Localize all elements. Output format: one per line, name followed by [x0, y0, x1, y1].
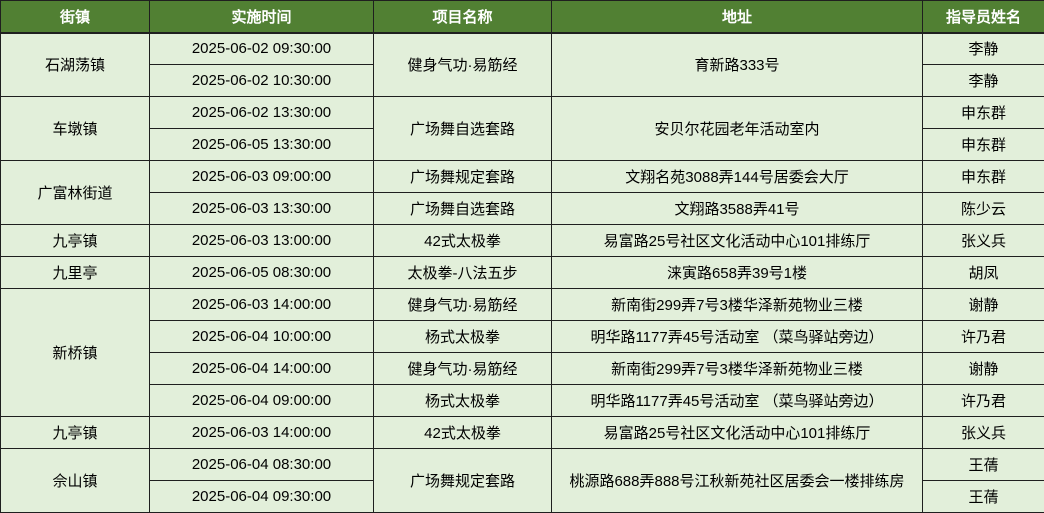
cell-project: 广场舞自选套路 — [373, 192, 552, 225]
col-header-town: 街镇 — [0, 0, 150, 34]
cell-instructor: 许乃君 — [922, 384, 1044, 417]
cell-project: 42式太极拳 — [373, 416, 552, 449]
cell-time: 2025-06-03 13:00:00 — [149, 224, 374, 257]
table-row: 2025-06-04 09:00:00 杨式太极拳 明华路1177弄45号活动室… — [1, 384, 1044, 417]
cell-instructor: 申东群 — [922, 160, 1044, 193]
col-header-instructor: 指导员姓名 — [922, 0, 1044, 34]
cell-project: 太极拳-八法五步 — [373, 256, 552, 289]
table-row: 2025-06-03 13:30:00 广场舞自选套路 文翔路3588弄41号 … — [1, 192, 1044, 225]
cell-time: 2025-06-04 08:30:00 — [149, 448, 374, 481]
cell-address: 涞寅路658弄39号1楼 — [551, 256, 923, 289]
cell-town: 佘山镇 — [0, 448, 150, 513]
table-row: 广富林街道 2025-06-03 09:00:00 广场舞规定套路 文翔名苑30… — [0, 160, 1044, 225]
cell-instructor: 王蒨 — [922, 480, 1044, 513]
table-row: 2025-06-04 10:00:00 杨式太极拳 明华路1177弄45号活动室… — [1, 320, 1044, 353]
table-row: 2025-06-04 09:30:00 王蒨 — [1, 480, 1044, 513]
cell-address: 易富路25号社区文化活动中心101排练厅 — [551, 416, 923, 449]
cell-project: 健身气功·易筋经 — [373, 32, 552, 97]
cell-time: 2025-06-03 14:00:00 — [149, 416, 374, 449]
cell-instructor: 申东群 — [922, 96, 1044, 129]
cell-town: 石湖荡镇 — [0, 32, 150, 97]
cell-instructor: 李静 — [922, 64, 1044, 97]
cell-address: 文翔路3588弄41号 — [551, 192, 923, 225]
cell-instructor: 申东群 — [922, 128, 1044, 161]
cell-address: 安贝尔花园老年活动室内 — [551, 96, 923, 161]
cell-town: 九亭镇 — [0, 416, 150, 449]
cell-instructor: 李静 — [922, 32, 1044, 65]
cell-town: 九里亭 — [0, 256, 150, 289]
col-header-project: 项目名称 — [373, 0, 552, 34]
cell-time: 2025-06-04 14:00:00 — [149, 352, 374, 385]
cell-instructor: 陈少云 — [922, 192, 1044, 225]
cell-instructor: 胡凤 — [922, 256, 1044, 289]
cell-instructor: 谢静 — [922, 352, 1044, 385]
col-header-time: 实施时间 — [149, 0, 374, 34]
cell-project: 广场舞自选套路 — [373, 96, 552, 161]
cell-time: 2025-06-03 14:00:00 — [149, 288, 374, 321]
cell-project: 42式太极拳 — [373, 224, 552, 257]
cell-instructor: 谢静 — [922, 288, 1044, 321]
cell-town: 广富林街道 — [0, 160, 150, 225]
cell-address: 新南街299弄7号3楼华泽新苑物业三楼 — [551, 288, 923, 321]
cell-instructor: 张义兵 — [922, 224, 1044, 257]
table-row: 2025-06-04 14:00:00 健身气功·易筋经 新南街299弄7号3楼… — [1, 352, 1044, 385]
header-row: 街镇 实施时间 项目名称 地址 指导员姓名 — [0, 0, 1044, 34]
table-row: 九里亭 2025-06-05 08:30:00 太极拳-八法五步 涞寅路658弄… — [0, 256, 1044, 289]
table-row: 九亭镇 2025-06-03 13:00:00 42式太极拳 易富路25号社区文… — [0, 224, 1044, 257]
cell-address: 育新路333号 — [551, 32, 923, 97]
cell-instructor: 张义兵 — [922, 416, 1044, 449]
cell-time: 2025-06-05 08:30:00 — [149, 256, 374, 289]
cell-time: 2025-06-05 13:30:00 — [149, 128, 374, 161]
table-row: 九亭镇 2025-06-03 14:00:00 42式太极拳 易富路25号社区文… — [0, 416, 1044, 449]
cell-address: 明华路1177弄45号活动室 （菜鸟驿站旁边） — [551, 384, 923, 417]
cell-instructor: 许乃君 — [922, 320, 1044, 353]
cell-time: 2025-06-03 13:30:00 — [149, 192, 374, 225]
cell-address: 桃源路688弄888号江秋新苑社区居委会一楼排练房 — [551, 448, 923, 513]
cell-time: 2025-06-04 10:00:00 — [149, 320, 374, 353]
cell-project: 杨式太极拳 — [373, 384, 552, 417]
cell-address: 易富路25号社区文化活动中心101排练厅 — [551, 224, 923, 257]
cell-project: 健身气功·易筋经 — [373, 288, 552, 321]
cell-time: 2025-06-04 09:00:00 — [149, 384, 374, 417]
cell-town: 车墩镇 — [0, 96, 150, 161]
cell-project: 广场舞规定套路 — [373, 160, 552, 193]
cell-project: 杨式太极拳 — [373, 320, 552, 353]
cell-project: 广场舞规定套路 — [373, 448, 552, 513]
cell-address: 新南街299弄7号3楼华泽新苑物业三楼 — [551, 352, 923, 385]
cell-town: 新桥镇 — [0, 288, 150, 417]
cell-time: 2025-06-02 09:30:00 — [149, 32, 374, 65]
cell-town: 九亭镇 — [0, 224, 150, 257]
table-row: 新桥镇 2025-06-03 14:00:00 健身气功·易筋经 新南街299弄… — [0, 288, 1044, 417]
cell-address: 文翔名苑3088弄144号居委会大厅 — [551, 160, 923, 193]
table-row: 佘山镇 2025-06-04 08:30:00 广场舞规定套路 桃源路688弄8… — [0, 448, 1044, 513]
cell-time: 2025-06-04 09:30:00 — [149, 480, 374, 513]
cell-address: 明华路1177弄45号活动室 （菜鸟驿站旁边） — [551, 320, 923, 353]
col-header-address: 地址 — [551, 0, 923, 34]
cell-time: 2025-06-03 09:00:00 — [149, 160, 374, 193]
table-row: 石湖荡镇 2025-06-02 09:30:00 健身气功·易筋经 育新路333… — [0, 32, 1044, 97]
table-row: 车墩镇 2025-06-02 13:30:00 广场舞自选套路 安贝尔花园老年活… — [0, 96, 1044, 161]
cell-time: 2025-06-02 10:30:00 — [149, 64, 374, 97]
cell-time: 2025-06-02 13:30:00 — [149, 96, 374, 129]
cell-instructor: 王蒨 — [922, 448, 1044, 481]
cell-project: 健身气功·易筋经 — [373, 352, 552, 385]
